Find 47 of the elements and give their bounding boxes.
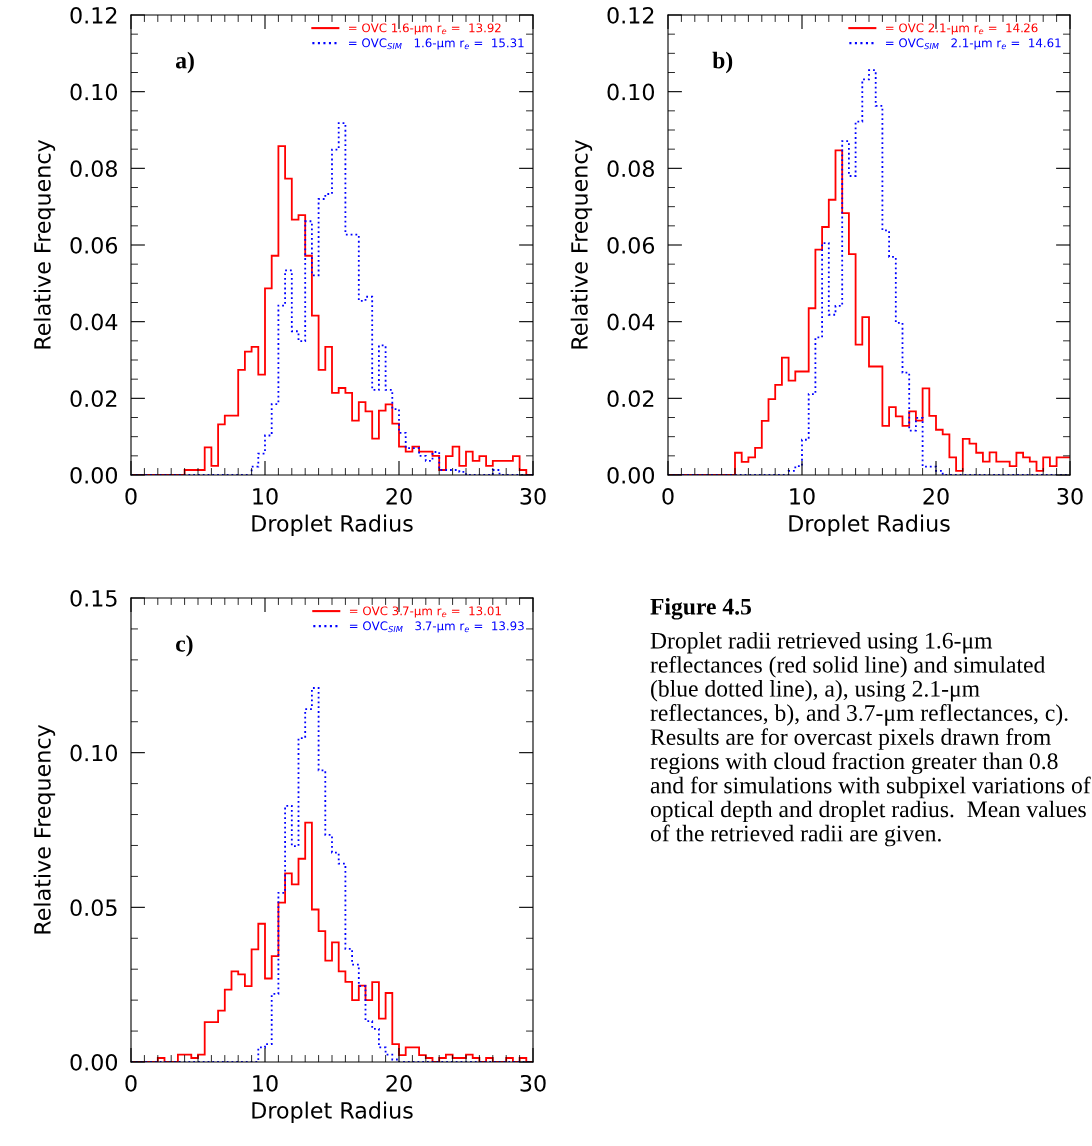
x-tick-label: 20 [386, 1074, 412, 1092]
y-tick-label: 0.06 [607, 236, 655, 254]
x-tick-label: 10 [253, 1074, 278, 1092]
y-tick-label: 0.05 [70, 899, 117, 917]
text: Droplet radii retrieved using 1.6-μm reflectances (red solid line) and simulated (blue dotted line), a), using 2.1-μm reflectances, b), and 3.7-μm reflectances, c). Results are for overcast pixels drawn from regions with cloud fraction greater than 0.8 and for simulations with subpixel variations of optical depth and droplet radius. Mean values of the retrieved radii are given. [650, 632, 1091, 847]
y-axis-title: Relative Frequency [33, 139, 56, 349]
y-tick-label: 0.02 [70, 390, 117, 408]
y-tick-label: 0.08 [607, 160, 654, 178]
y-tick-label: 0.02 [607, 390, 654, 408]
x-tick-label: 10 [253, 487, 278, 505]
y-axis-title: Relative Frequency [33, 724, 56, 934]
text: = OVC$_{SIM}$ 2.1-μm r$_{e}$ = 14.61 [886, 38, 1061, 50]
y-tick-label: 0.00 [70, 466, 118, 484]
y-tick-label: 0.15 [70, 589, 117, 607]
x-axis-title: Droplet Radius [789, 514, 950, 537]
y-tick-label: 0.04 [70, 313, 118, 331]
y-tick-label: 0.06 [70, 236, 118, 254]
legend-label: = OVC 3.7-μm r$_{e}$ = 13.01 [349, 606, 501, 618]
y-tick-label: 0.10 [70, 744, 118, 762]
annotation: a) [175, 51, 194, 74]
x-axis-title: Droplet Radius [252, 514, 413, 537]
y-tick-label: 0.10 [70, 83, 118, 101]
x-tick-label: 10 [790, 487, 815, 505]
x-tick-label: 30 [520, 1074, 546, 1092]
x-tick-label: 30 [1057, 487, 1083, 505]
x-tick-label: 0 [125, 1074, 137, 1092]
x-axis-title: Droplet Radius [252, 1101, 413, 1124]
y-tick-label: 0.12 [607, 6, 654, 24]
y-tick-label: 0.08 [70, 160, 117, 178]
y-tick-label: 0.00 [607, 466, 655, 484]
y-tick-label: 0.12 [70, 6, 117, 24]
x-tick-label: 0 [662, 487, 674, 505]
annotation: b) [712, 51, 733, 74]
x-tick-label: 0 [125, 487, 137, 505]
y-axis-title: Relative Frequency [570, 139, 593, 349]
y-tick-label: 0.04 [607, 313, 655, 331]
y-tick-label: 0.10 [607, 83, 655, 101]
x-tick-label: 20 [386, 487, 412, 505]
text: = OVC$_{SIM}$ 1.6-μm r$_{e}$ = 15.31 [349, 38, 524, 50]
legend-label: = OVC 1.6-μm r$_{e}$ = 13.92 [349, 23, 501, 35]
x-tick-label: 30 [520, 487, 546, 505]
annotation: c) [176, 635, 193, 657]
text: = OVC$_{SIM}$ 3.7-μm r$_{e}$ = 13.93 [349, 621, 524, 633]
text: Figure 4.5 [650, 598, 752, 620]
x-tick-label: 20 [923, 487, 949, 505]
y-tick-label: 0.00 [70, 1053, 118, 1071]
legend-label: = OVC 2.1-μm r$_{e}$ = 14.26 [886, 23, 1038, 35]
